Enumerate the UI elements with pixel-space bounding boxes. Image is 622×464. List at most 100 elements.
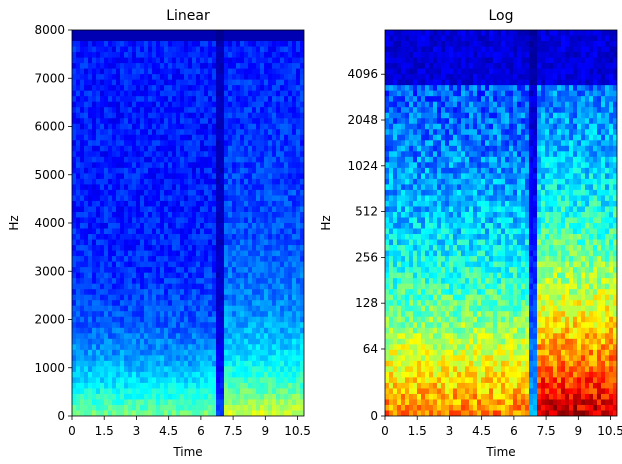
heatmap-cell	[264, 140, 269, 147]
heatmap-cell	[108, 151, 113, 158]
heatmap-cell	[417, 162, 422, 169]
heatmap-cell	[393, 360, 398, 367]
heatmap-cell	[160, 74, 165, 81]
heatmap-cell	[144, 85, 149, 92]
heatmap-cell	[397, 410, 402, 416]
heatmap-cell	[128, 393, 133, 401]
heatmap-cell	[232, 371, 237, 378]
heatmap-cell	[96, 377, 101, 384]
heatmap-cell	[385, 300, 390, 307]
heatmap-cell	[268, 322, 273, 329]
heatmap-cell	[292, 344, 297, 351]
heatmap-cell	[276, 184, 281, 191]
y-tick-label: 2000	[34, 313, 65, 327]
heatmap-cell	[212, 256, 217, 263]
heatmap-cell	[268, 289, 273, 296]
heatmap-cell	[220, 366, 225, 373]
heatmap-cell	[429, 90, 434, 97]
heatmap-cell	[156, 162, 161, 169]
heatmap-cell	[200, 234, 205, 241]
heatmap-cell	[401, 404, 406, 412]
heatmap-cell	[276, 178, 281, 185]
heatmap-cell	[80, 156, 85, 163]
heatmap-cell	[84, 250, 89, 257]
heatmap-cell	[144, 349, 149, 356]
heatmap-cell	[96, 267, 101, 274]
heatmap-cell	[100, 322, 105, 329]
y-tick-label: 4000	[34, 216, 65, 230]
heatmap-cell	[248, 410, 253, 416]
heatmap-cell	[389, 107, 394, 114]
heatmap-cell	[264, 41, 269, 48]
heatmap-cell	[421, 223, 426, 230]
heatmap-cell	[176, 85, 181, 92]
heatmap-cell	[280, 30, 285, 37]
heatmap-cell	[80, 289, 85, 296]
heatmap-cell	[417, 217, 422, 224]
heatmap-cell	[92, 173, 97, 180]
heatmap-cell	[168, 327, 173, 334]
heatmap-cell	[224, 245, 229, 252]
heatmap-cell	[264, 305, 269, 312]
heatmap-cell	[100, 300, 105, 307]
heatmap-cell	[385, 200, 390, 208]
heatmap-cell	[84, 178, 89, 185]
heatmap-cell	[84, 211, 89, 219]
heatmap-cell	[405, 151, 410, 158]
heatmap-cell	[132, 41, 137, 48]
heatmap-cell	[240, 239, 245, 246]
heatmap-cell	[144, 74, 149, 81]
heatmap-cell	[92, 338, 97, 345]
heatmap-cell	[100, 305, 105, 312]
heatmap-cell	[409, 294, 414, 301]
heatmap-cell	[280, 256, 285, 263]
heatmap-cell	[84, 316, 89, 323]
heatmap-cell	[88, 305, 93, 312]
heatmap-cell	[220, 272, 225, 279]
heatmap-cell	[212, 162, 217, 169]
heatmap-cell	[260, 112, 265, 119]
heatmap-cell	[72, 184, 77, 191]
heatmap-cell	[140, 404, 145, 412]
heatmap-cell	[252, 272, 257, 279]
heatmap-cell	[272, 195, 277, 202]
heatmap-cell	[425, 316, 430, 323]
heatmap-cell	[252, 371, 257, 378]
heatmap-cell	[264, 184, 269, 191]
heatmap-cell	[421, 300, 426, 307]
heatmap-cell	[228, 90, 233, 97]
heatmap-cell	[208, 41, 213, 48]
heatmap-cell	[84, 305, 89, 312]
heatmap-cell	[389, 129, 394, 136]
heatmap-cell	[292, 355, 297, 362]
heatmap-cell	[84, 366, 89, 373]
heatmap-cell	[148, 289, 153, 296]
heatmap-cell	[140, 388, 145, 395]
heatmap-cell	[124, 178, 129, 185]
heatmap-cell	[288, 344, 293, 351]
heatmap-cell	[136, 261, 141, 268]
heatmap-cell	[236, 162, 241, 169]
heatmap-cell	[409, 123, 414, 130]
heatmap-cell	[152, 366, 157, 373]
heatmap-cell	[405, 377, 410, 384]
heatmap-cell	[188, 46, 193, 53]
heatmap-cell	[421, 35, 426, 42]
heatmap-cell	[152, 283, 157, 290]
heatmap-cell	[172, 30, 177, 37]
heatmap-cell	[116, 223, 121, 230]
heatmap-cell	[268, 162, 273, 169]
heatmap-cell	[224, 316, 229, 323]
heatmap-cell	[413, 145, 418, 152]
heatmap-cell	[240, 140, 245, 147]
heatmap-cell	[92, 305, 97, 312]
heatmap-cell	[196, 90, 201, 97]
heatmap-cell	[260, 377, 265, 384]
heatmap-cell	[108, 371, 113, 378]
heatmap-cell	[429, 267, 434, 274]
heatmap-cell	[284, 316, 289, 323]
heatmap-cell	[393, 239, 398, 246]
heatmap-cell	[389, 217, 394, 224]
heatmap-cell	[92, 388, 97, 395]
heatmap-cell	[409, 283, 414, 290]
